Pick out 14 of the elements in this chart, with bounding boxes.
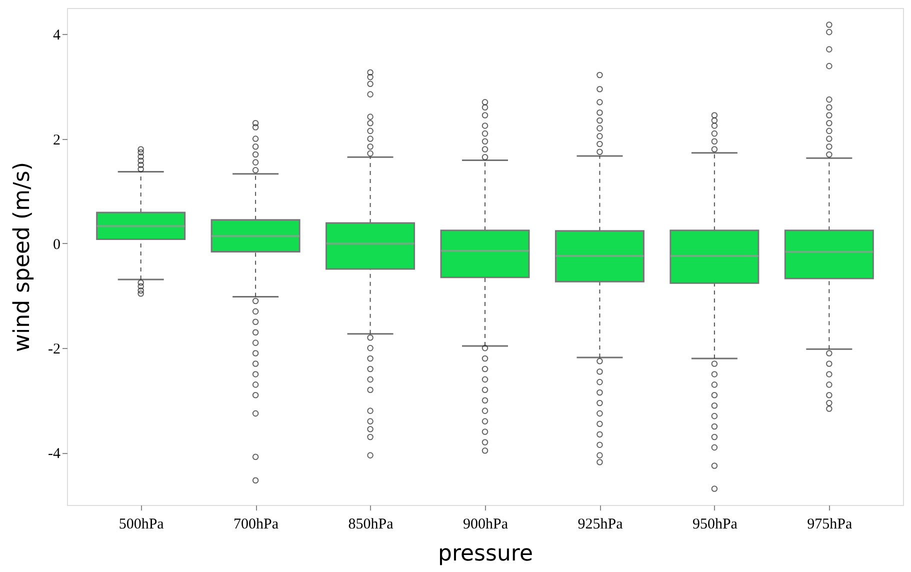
y-tick-label: 2 <box>53 132 60 148</box>
x-tick-label: 925hPa <box>578 516 624 532</box>
y-tick-label: 4 <box>53 28 61 44</box>
y-tick-label: -2 <box>48 342 60 358</box>
x-tick-label: 975hPa <box>807 516 853 532</box>
y-tick-label: 0 <box>53 236 60 253</box>
x-tick-label: 700hPa <box>234 516 279 532</box>
x-tick-label: 850hPa <box>348 516 394 532</box>
y-axis-title: wind speed (m/s) <box>10 162 36 352</box>
x-axis-title: pressure <box>438 542 534 566</box>
y-tick-label: -4 <box>48 446 61 462</box>
x-tick-label: 900hPa <box>463 516 508 532</box>
x-tick-label: 500hPa <box>118 516 164 532</box>
x-tick-label: 950hPa <box>692 516 738 532</box>
